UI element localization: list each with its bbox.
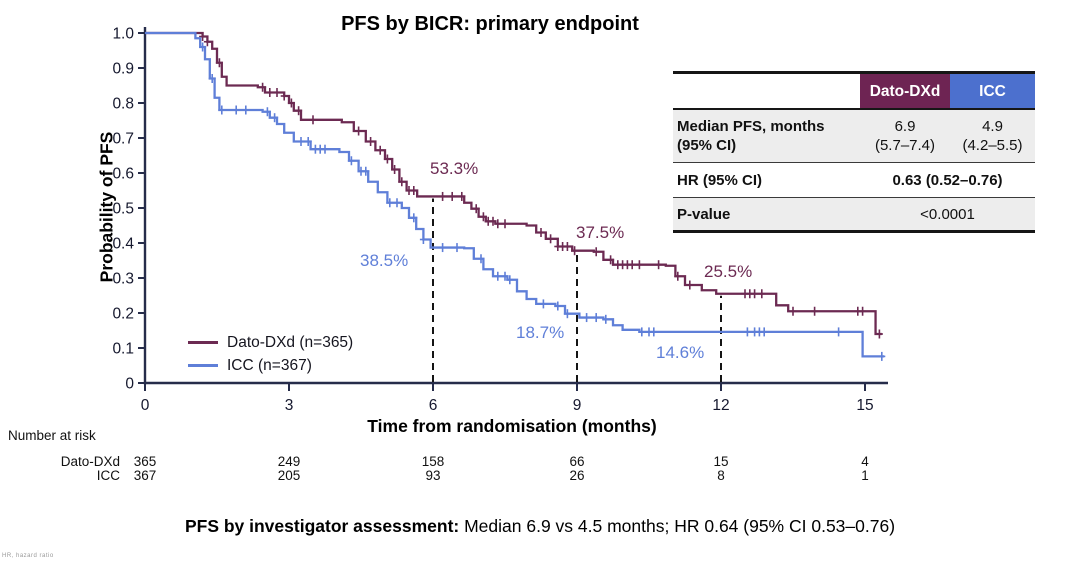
hr-label: HR (95% CI) bbox=[677, 171, 763, 189]
y-tick-label: 0.3 bbox=[112, 271, 134, 288]
risk-value: 8 bbox=[717, 468, 725, 483]
y-tick-label: 0.4 bbox=[112, 236, 134, 253]
risk-value: 93 bbox=[425, 468, 441, 483]
stats-header-dato: Dato-DXd bbox=[860, 72, 950, 109]
stats-table: Dato-DXd ICC Median PFS, months (95% CI)… bbox=[673, 71, 1035, 233]
median-pfs-label-line2: (95% CI) bbox=[677, 137, 737, 154]
median-pfs-dato-value: 6.9 (5.7–7.4) bbox=[860, 109, 950, 163]
median-icc-ci: (4.2–5.5) bbox=[962, 137, 1023, 154]
risk-value: 365 bbox=[133, 454, 157, 469]
y-tick-label: 0.1 bbox=[112, 341, 134, 358]
x-tick-label: 3 bbox=[285, 397, 294, 414]
risk-value: 205 bbox=[277, 468, 301, 483]
risk-value: 26 bbox=[569, 468, 585, 483]
km-curve-icc bbox=[145, 31, 885, 358]
risk-row-label-dato: Dato-DXd bbox=[60, 454, 120, 469]
risk-value: 367 bbox=[133, 468, 157, 483]
median-dato-point: 6.9 bbox=[894, 118, 916, 135]
chart-title: PFS by BICR: primary endpoint bbox=[341, 13, 639, 35]
median-icc-point: 4.9 bbox=[982, 118, 1003, 135]
x-axis-title: Time from randomisation (months) bbox=[367, 416, 657, 436]
risk-value: 158 bbox=[421, 454, 445, 469]
y-axis-title: Probability of PFS bbox=[96, 131, 117, 283]
landmark-label-dato-9m: 37.5% bbox=[576, 223, 625, 242]
y-tick-label: 0.7 bbox=[112, 131, 134, 148]
x-tick-label: 0 bbox=[141, 397, 150, 414]
median-pfs-label: Median PFS, months (95% CI) bbox=[673, 109, 860, 163]
number-at-risk-title: Number at risk bbox=[8, 428, 96, 443]
stats-table-header-row: Dato-DXd ICC bbox=[673, 72, 1035, 110]
risk-value: 4 bbox=[861, 454, 869, 469]
y-tick-label: 0.8 bbox=[112, 96, 134, 113]
median-dato-ci: (5.7–7.4) bbox=[874, 137, 936, 154]
landmark-label-icc-12m: 14.6% bbox=[656, 343, 705, 362]
risk-value: 66 bbox=[569, 454, 585, 469]
legend-swatch-icc bbox=[188, 364, 218, 367]
x-tick-label: 9 bbox=[573, 397, 582, 414]
stats-header-icc: ICC bbox=[950, 72, 1035, 109]
y-tick-label: 0.5 bbox=[112, 201, 134, 218]
stats-row-hr: HR (95% CI) 0.63 (0.52–0.76) bbox=[673, 163, 1035, 198]
landmark-label-dato-6m: 53.3% bbox=[430, 159, 479, 178]
risk-value: 249 bbox=[277, 454, 301, 469]
x-tick-label: 12 bbox=[712, 397, 729, 414]
legend-swatch-dato bbox=[188, 341, 218, 344]
y-tick-label: 0 bbox=[125, 376, 134, 393]
legend-row-icc: ICC (n=367) bbox=[188, 354, 353, 377]
risk-row-label-icc: ICC bbox=[96, 468, 120, 483]
risk-value: 15 bbox=[713, 454, 729, 469]
legend-label-icc: ICC (n=367) bbox=[227, 356, 312, 374]
footer-note-regular: Median 6.9 vs 4.5 months; HR 0.64 (95% C… bbox=[459, 516, 896, 536]
footnote-fragment: HR, hazard ratio bbox=[2, 553, 54, 559]
x-tick-label: 15 bbox=[856, 397, 873, 414]
stats-header-blank bbox=[673, 73, 860, 110]
landmark-label-icc-9m: 18.7% bbox=[516, 323, 565, 342]
landmark-label-dato-12m: 25.5% bbox=[704, 262, 753, 281]
legend-label-dato: Dato-DXd (n=365) bbox=[227, 333, 354, 351]
hr-value: 0.63 (0.52–0.76) bbox=[892, 171, 1003, 189]
y-tick-label: 0.6 bbox=[112, 166, 134, 183]
footer-note: PFS by investigator assessment: Median 6… bbox=[0, 516, 1080, 537]
y-tick-label: 0.9 bbox=[112, 61, 134, 78]
landmark-label-icc-6m: 38.5% bbox=[360, 251, 409, 270]
pvalue-label: P-value bbox=[673, 197, 860, 232]
stats-row-median: Median PFS, months (95% CI) 6.9 (5.7–7.4… bbox=[673, 109, 1035, 163]
pvalue-value: <0.0001 bbox=[860, 197, 1035, 232]
stats-row-pvalue: P-value <0.0001 bbox=[673, 197, 1035, 232]
median-pfs-icc-value: 4.9 (4.2–5.5) bbox=[950, 109, 1035, 163]
legend-row-dato: Dato-DXd (n=365) bbox=[188, 331, 353, 354]
y-tick-label: 0.2 bbox=[112, 306, 134, 323]
x-tick-label: 6 bbox=[429, 397, 438, 414]
median-pfs-label-line1: Median PFS, months bbox=[677, 118, 825, 135]
legend: Dato-DXd (n=365) ICC (n=367) bbox=[188, 331, 353, 377]
y-tick-label: 1.0 bbox=[112, 26, 134, 43]
footer-note-bold: PFS by investigator assessment: bbox=[184, 516, 460, 536]
risk-value: 1 bbox=[861, 468, 869, 483]
